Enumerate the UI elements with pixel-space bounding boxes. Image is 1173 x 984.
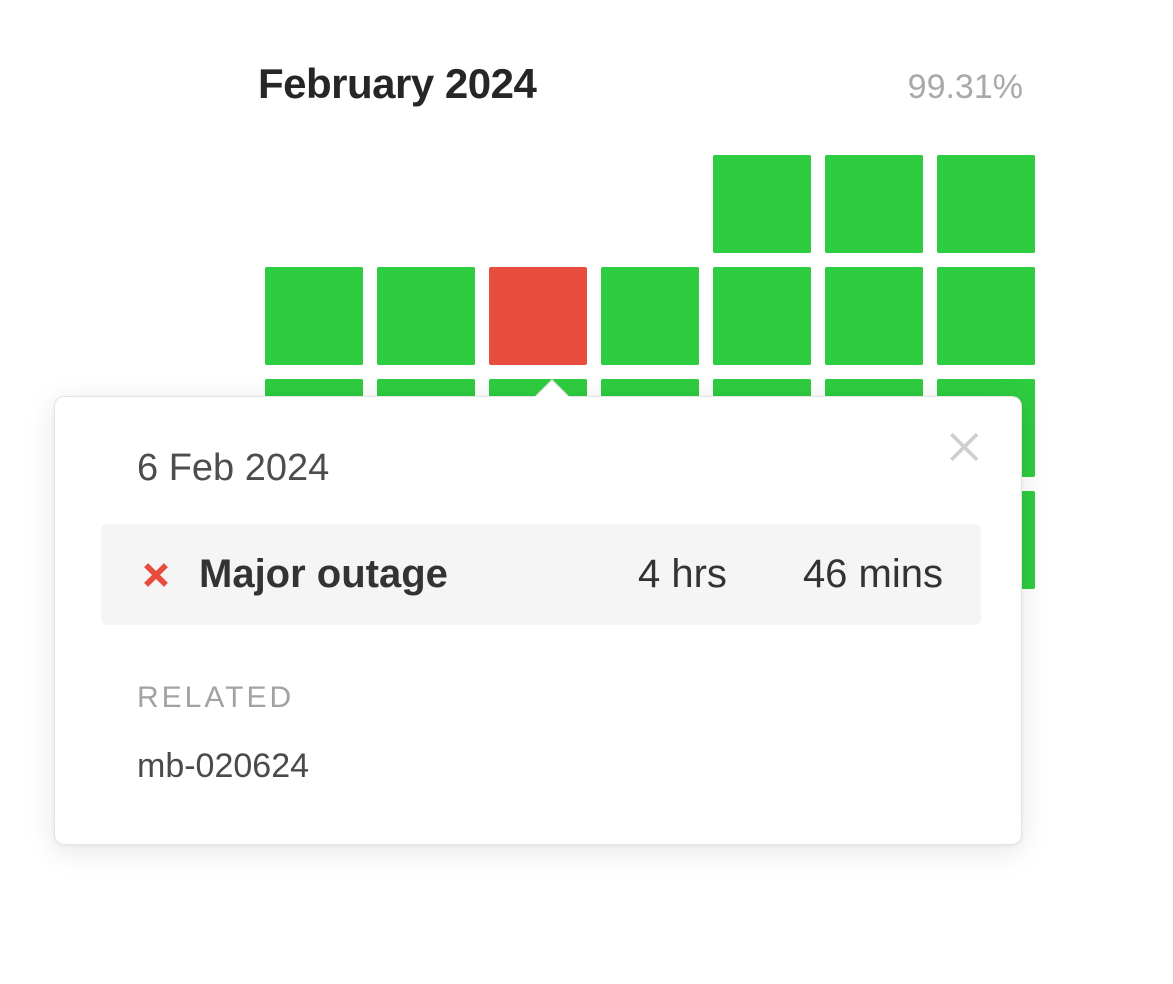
ok-day-tile: [713, 267, 811, 365]
ok-day-tile: [937, 267, 1035, 365]
popover-date: 6 Feb 2024: [137, 447, 977, 490]
calendar-day[interactable]: [930, 260, 1042, 372]
related-heading: RELATED: [137, 681, 977, 715]
day-popover: 6 Feb 2024 Major outage 4 hrs 46 mins RE…: [54, 396, 1022, 845]
related-item[interactable]: mb-020624: [137, 747, 977, 786]
calendar-day[interactable]: [818, 260, 930, 372]
ok-day-tile: [825, 267, 923, 365]
uptime-percentage: 99.31%: [908, 68, 1023, 107]
outage-duration-hours: 4 hrs: [638, 552, 727, 597]
ok-day-tile: [937, 155, 1035, 253]
ok-day-tile: [377, 267, 475, 365]
calendar-day: [258, 148, 370, 260]
calendar-day: [482, 148, 594, 260]
calendar-row: [258, 148, 1042, 260]
outage-duration-minutes: 46 mins: [803, 552, 943, 597]
calendar-day: [594, 148, 706, 260]
ok-day-tile: [601, 267, 699, 365]
month-title: February 2024: [258, 60, 536, 108]
ok-day-tile: [713, 155, 811, 253]
calendar-row: [258, 260, 1042, 372]
outage-status-label: Major outage: [199, 552, 448, 597]
calendar-day[interactable]: [594, 260, 706, 372]
ok-day-tile: [825, 155, 923, 253]
outage-band: Major outage 4 hrs 46 mins: [101, 524, 981, 625]
calendar-day[interactable]: [258, 260, 370, 372]
calendar-day: [370, 148, 482, 260]
x-icon: [139, 558, 173, 592]
calendar-day[interactable]: [818, 148, 930, 260]
calendar-day[interactable]: [482, 260, 594, 372]
calendar-day[interactable]: [930, 148, 1042, 260]
outage-day-tile: [489, 267, 587, 365]
header-row: February 2024 99.31%: [258, 60, 1023, 108]
ok-day-tile: [265, 267, 363, 365]
calendar-day[interactable]: [370, 260, 482, 372]
uptime-widget: February 2024 99.31% 6 Feb 2024 Major ou…: [0, 0, 1173, 984]
calendar-day[interactable]: [706, 260, 818, 372]
close-icon[interactable]: [943, 425, 987, 469]
calendar-day[interactable]: [706, 148, 818, 260]
